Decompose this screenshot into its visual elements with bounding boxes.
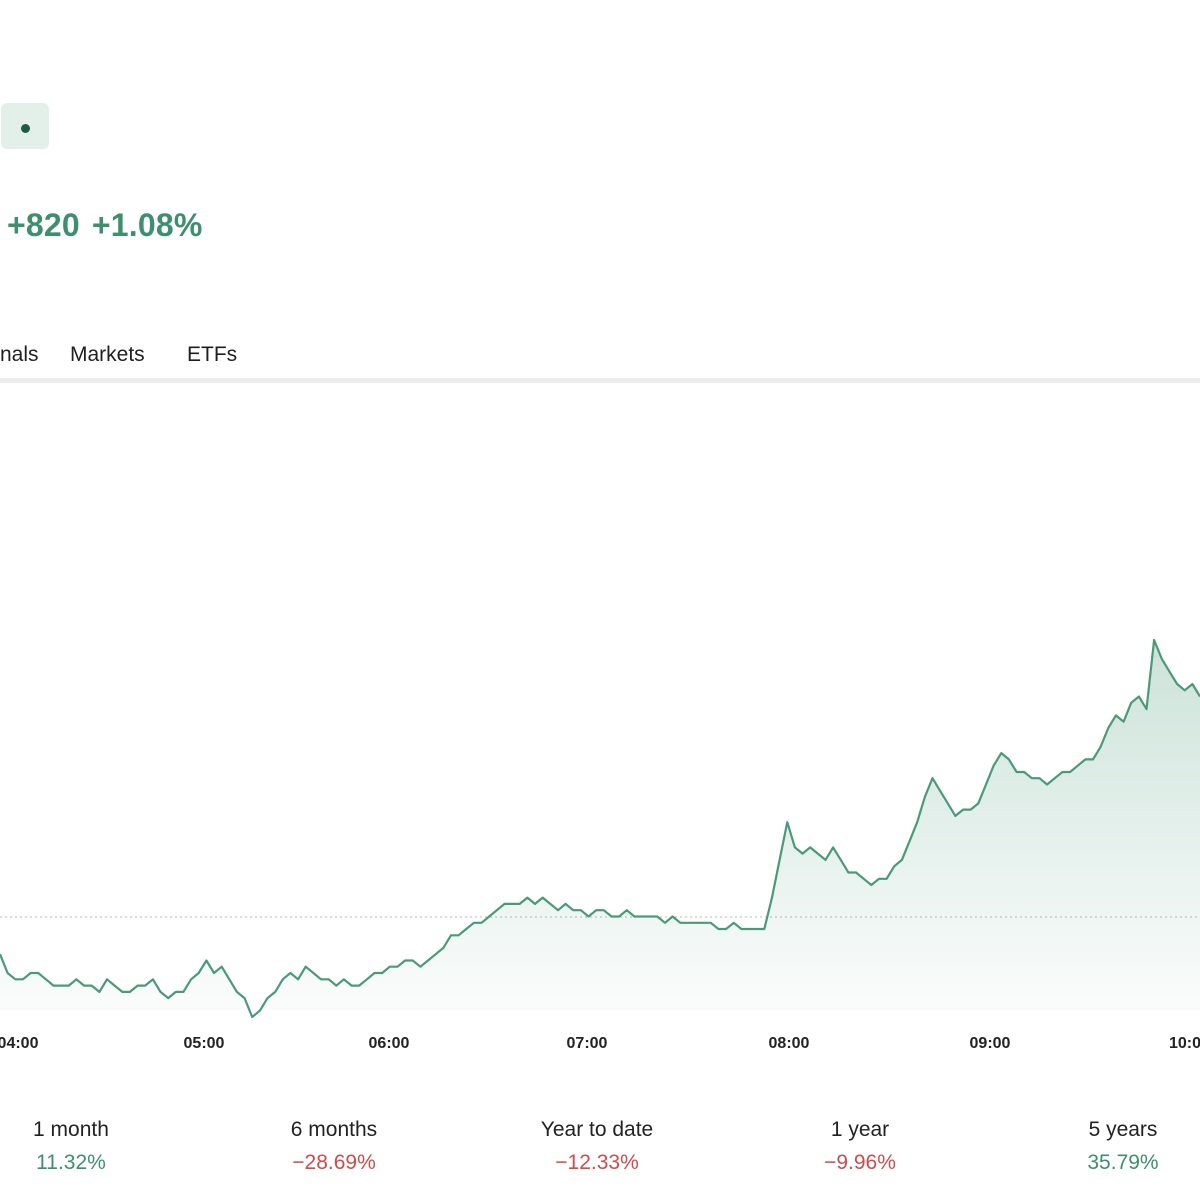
tab-bar: nals Markets ETFs bbox=[0, 343, 1200, 385]
status-dot-icon bbox=[21, 124, 30, 133]
period-year-to-date[interactable]: Year to date −12.33% bbox=[497, 1118, 697, 1175]
tab-etfs[interactable]: ETFs bbox=[187, 343, 238, 366]
x-tick-label: 08:00 bbox=[769, 1035, 810, 1052]
tab-divider bbox=[0, 378, 1200, 383]
period-value: 11.32% bbox=[36, 1151, 106, 1174]
period-label: 1 month bbox=[33, 1118, 109, 1141]
status-chip[interactable] bbox=[1, 103, 49, 149]
performance-periods: 1 month 11.32% 6 months −28.69% Year to … bbox=[0, 1118, 1200, 1188]
period-value: −9.96% bbox=[824, 1151, 896, 1174]
x-tick-label: 06:00 bbox=[369, 1035, 410, 1052]
period-label: 1 year bbox=[830, 1118, 890, 1141]
x-tick-label: 09:00 bbox=[970, 1035, 1011, 1052]
period-6-months[interactable]: 6 months −28.69% bbox=[234, 1118, 434, 1175]
x-tick-label: 10:0 bbox=[1169, 1035, 1200, 1052]
period-5-years[interactable]: 5 years 35.79% bbox=[1023, 1118, 1200, 1175]
x-axis: 04:00 05:00 06:00 07:00 08:00 09:00 10:0 bbox=[0, 1035, 1200, 1052]
price-area bbox=[0, 640, 1200, 1017]
price-change: +820 +1.08% bbox=[7, 207, 203, 244]
price-line bbox=[0, 638, 1200, 1019]
tab-markets[interactable]: Markets bbox=[70, 343, 145, 366]
period-value: 35.79% bbox=[1087, 1151, 1159, 1174]
price-change-absolute: +820 bbox=[7, 207, 80, 243]
period-1-month[interactable]: 1 month 11.32% bbox=[0, 1118, 171, 1175]
period-1-year[interactable]: 1 year −9.96% bbox=[760, 1118, 960, 1175]
x-tick-label: 04:00 bbox=[0, 1035, 39, 1052]
x-tick-label: 07:00 bbox=[567, 1035, 608, 1052]
period-label: 6 months bbox=[290, 1118, 378, 1141]
price-change-percent: +1.08% bbox=[91, 207, 203, 243]
period-value: −28.69% bbox=[292, 1151, 376, 1174]
period-value: −12.33% bbox=[555, 1151, 639, 1174]
x-tick-label: 05:00 bbox=[184, 1035, 225, 1052]
tab-fundamentals[interactable]: nals bbox=[0, 343, 39, 366]
period-label: Year to date bbox=[540, 1118, 654, 1141]
period-label: 5 years bbox=[1088, 1118, 1158, 1141]
price-chart[interactable]: 04:00 05:00 06:00 07:00 08:00 09:00 10:0 bbox=[0, 380, 1200, 1070]
